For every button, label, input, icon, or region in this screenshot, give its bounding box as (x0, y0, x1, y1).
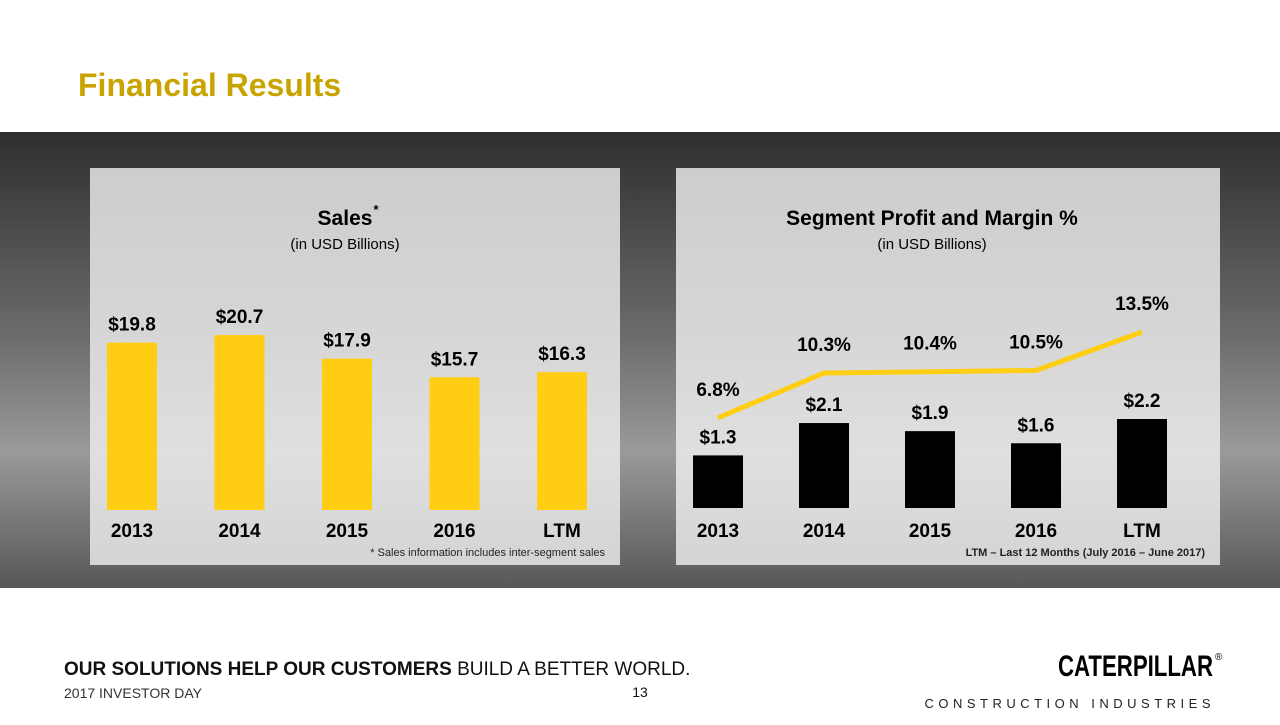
margin-line (717, 329, 1143, 421)
value-label: $2.2 (1124, 391, 1161, 412)
x-tick-label: 2014 (218, 521, 261, 542)
title-mark: * (373, 202, 379, 217)
value-label: $17.9 (323, 331, 371, 352)
bar (905, 431, 955, 508)
value-label: $1.9 (912, 403, 949, 424)
x-tick-label: 2015 (909, 521, 952, 542)
x-tick-label: LTM (1123, 521, 1161, 542)
tagline-rest: BUILD A BETTER WORLD. (457, 659, 690, 680)
bar (537, 372, 587, 510)
charts: Sales * (in USD Billions) 2013 2014 2015 2016 L… (107, 202, 1205, 559)
value-label: $15.7 (431, 349, 479, 370)
bar (1011, 443, 1061, 508)
value-label: 10.3% (797, 335, 851, 356)
division: CONSTRUCTION INDUSTRIES (924, 696, 1215, 711)
tagline: OUR SOLUTIONS HELP OUR CUSTOMERS BUILD A… (64, 659, 690, 680)
chart-subtitle: (in USD Billions) (877, 236, 986, 253)
chart-title: Sales (318, 207, 373, 230)
brand-mark: ® (1215, 652, 1223, 663)
bar (214, 335, 265, 510)
value-label: $1.6 (1018, 415, 1055, 436)
bar (322, 358, 372, 510)
value-label: 13.5% (1115, 294, 1169, 315)
value-label: $20.7 (216, 307, 264, 328)
chart-note: LTM – Last 12 Months (July 2016 – June 2… (966, 547, 1206, 559)
event: 2017 INVESTOR DAY (64, 685, 203, 701)
slide-title: Financial Results (78, 67, 341, 103)
page-number: 13 (632, 684, 648, 700)
chart-subtitle: (in USD Billions) (290, 236, 399, 253)
x-tick-label: LTM (543, 521, 581, 542)
brand: CATERPILLAR (1058, 650, 1213, 683)
x-tick-label: 2013 (697, 521, 739, 542)
value-label: 10.5% (1009, 332, 1063, 353)
x-tick-label: 2016 (433, 521, 475, 542)
value-label: $1.3 (700, 427, 737, 448)
bar (107, 342, 157, 510)
value-label: 10.4% (903, 334, 957, 355)
x-tick-label: 2013 (111, 521, 153, 542)
bar (693, 455, 743, 508)
chart-note: * Sales information includes inter-segme… (370, 547, 605, 559)
chart-title: Segment Profit and Margin % (786, 207, 1078, 230)
x-tick-label: 2015 (326, 521, 369, 542)
value-label: 6.8% (696, 380, 739, 401)
value-label: $16.3 (538, 344, 586, 365)
bar (1117, 419, 1167, 508)
bar (799, 423, 849, 508)
bar (429, 377, 480, 510)
x-tick-label: 2016 (1015, 521, 1057, 542)
value-label: $2.1 (806, 395, 843, 416)
x-tick-label: 2014 (803, 521, 846, 542)
tagline-bold: OUR SOLUTIONS HELP OUR CUSTOMERS (64, 659, 452, 680)
value-label: $19.8 (108, 315, 156, 336)
